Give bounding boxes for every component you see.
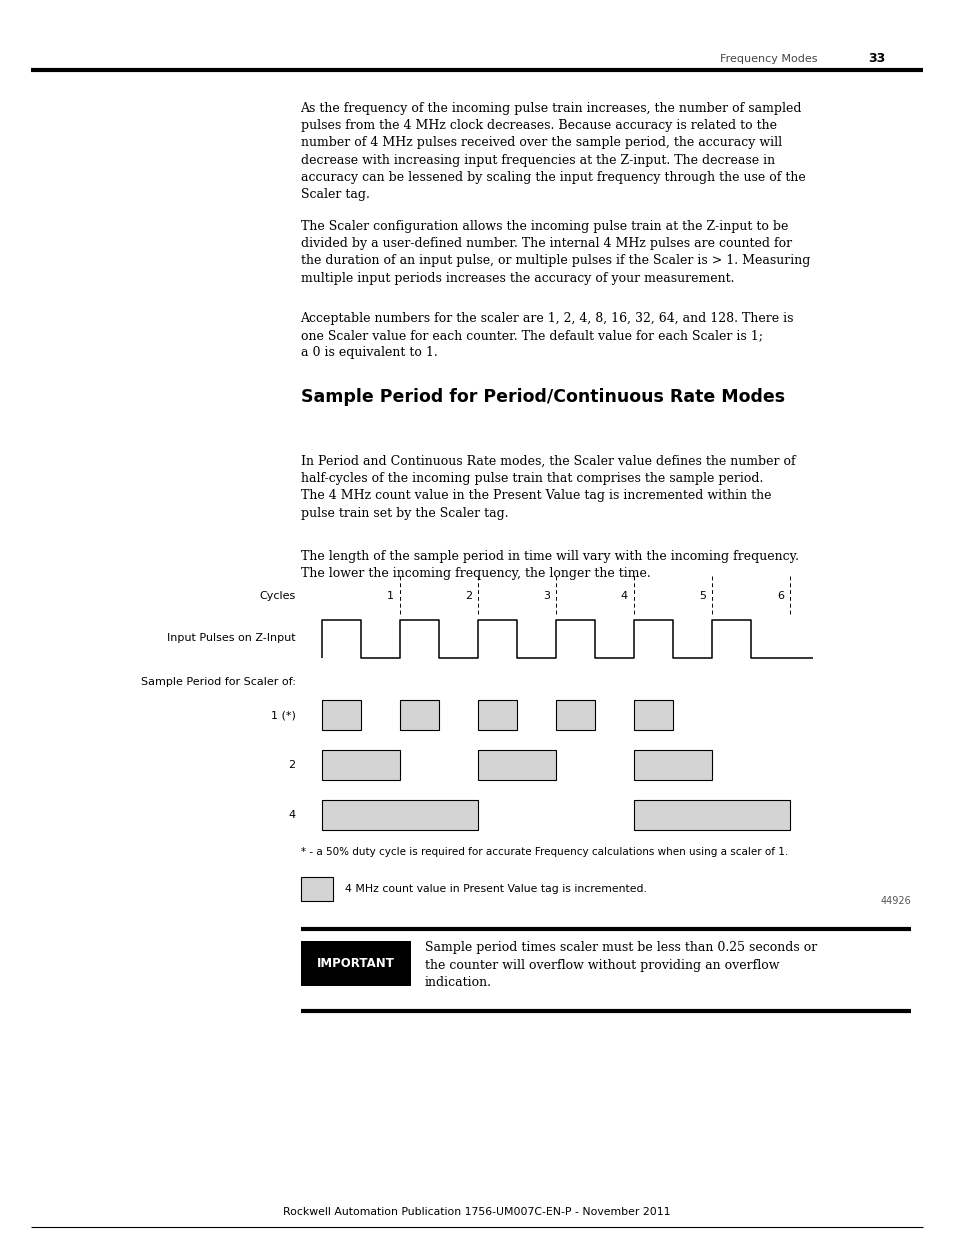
Text: 1: 1 [387,592,394,601]
Text: As the frequency of the incoming pulse train increases, the number of sampled
pu: As the frequency of the incoming pulse t… [300,103,804,201]
Bar [300,877,333,902]
Text: Sample period times scaler must be less than 0.25 seconds or
the counter will ov: Sample period times scaler must be less … [424,941,816,989]
Text: 6: 6 [776,592,783,601]
Bar [477,750,556,781]
Text: 4: 4 [620,592,627,601]
Bar [322,750,399,781]
Text: 4: 4 [288,810,295,820]
Bar [322,700,360,730]
Text: Acceptable numbers for the scaler are 1, 2, 4, 8, 16, 32, 64, and 128. There is
: Acceptable numbers for the scaler are 1,… [300,312,793,359]
Text: Sample Period for Period/Continuous Rate Modes: Sample Period for Period/Continuous Rate… [300,388,783,406]
Text: 1 (*): 1 (*) [271,710,295,720]
Text: 5: 5 [699,592,705,601]
Text: 2: 2 [288,760,295,769]
Text: 2: 2 [464,592,472,601]
Bar [322,800,477,830]
Text: Frequency Modes: Frequency Modes [720,54,817,64]
Bar [634,700,672,730]
Text: The Scaler configuration allows the incoming pulse train at the Z-input to be
di: The Scaler configuration allows the inco… [300,220,809,284]
Bar [634,800,789,830]
Text: IMPORTANT: IMPORTANT [316,957,394,969]
Bar [477,700,517,730]
Text: 44926: 44926 [880,897,910,906]
Bar [300,941,410,986]
Text: 4 MHz count value in Present Value tag is incremented.: 4 MHz count value in Present Value tag i… [344,884,646,894]
Bar [634,750,711,781]
Text: In Period and Continuous Rate modes, the Scaler value defines the number of
half: In Period and Continuous Rate modes, the… [300,454,794,520]
Bar [556,700,595,730]
Text: 33: 33 [867,52,884,65]
Text: The length of the sample period in time will vary with the incoming frequency.
T: The length of the sample period in time … [300,550,798,580]
Text: * - a 50% duty cycle is required for accurate Frequency calculations when using : * - a 50% duty cycle is required for acc… [300,847,787,857]
Text: Input Pulses on Z-Input: Input Pulses on Z-Input [167,634,295,643]
Text: Sample Period for Scaler of:: Sample Period for Scaler of: [140,677,295,687]
Text: Rockwell Automation Publication 1756-UM007C-EN-P - November 2011: Rockwell Automation Publication 1756-UM0… [283,1207,670,1216]
Text: 3: 3 [542,592,550,601]
Text: Cycles: Cycles [259,592,295,601]
Bar [399,700,438,730]
